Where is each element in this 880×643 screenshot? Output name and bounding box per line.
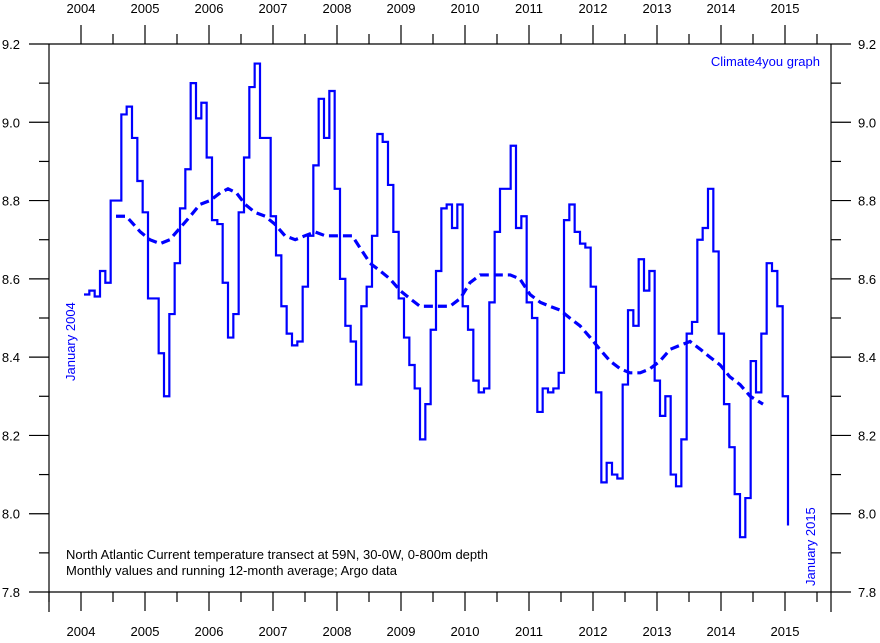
x-tick-label-top: 2012 <box>579 1 608 16</box>
y-tick-label-right: 8.8 <box>858 194 876 209</box>
series <box>84 62 790 539</box>
y-tick-label-left: 8.0 <box>2 507 20 522</box>
y-tick-label-left: 8.6 <box>2 272 20 287</box>
x-tick-label-bottom: 2013 <box>643 624 672 638</box>
y-tick-label-left: 8.2 <box>2 428 20 443</box>
chart-title: North Atlantic Current temperature trans… <box>66 547 488 562</box>
x-tick-label-bottom: 2006 <box>195 624 224 638</box>
x-tick-label-top: 2006 <box>195 1 224 16</box>
x-tick-label-bottom: 2005 <box>131 624 160 638</box>
x-tick-label-top: 2011 <box>515 1 543 16</box>
x-tick-label-top: 2014 <box>707 1 736 16</box>
x-tick-label-bottom: 2010 <box>451 624 480 638</box>
monthly-values-line <box>84 62 790 539</box>
y-tick-label-left: 9.0 <box>2 115 20 130</box>
running-average-line <box>116 187 764 406</box>
x-tick-label-bottom: 2012 <box>579 624 608 638</box>
y-tick-label-right: 9.2 <box>858 37 876 52</box>
x-tick-label-bottom: 2014 <box>707 624 736 638</box>
watermark: Climate4you graph <box>711 54 820 69</box>
x-tick-label-bottom: 2011 <box>515 624 543 638</box>
x-tick-label-top: 2009 <box>387 1 416 16</box>
y-tick-label-right: 7.8 <box>858 585 876 600</box>
x-tick-label-bottom: 2015 <box>771 624 800 638</box>
x-tick-label-top: 2005 <box>131 1 160 16</box>
y-tick-label-right: 9.0 <box>858 115 876 130</box>
x-tick-label-bottom: 2004 <box>67 624 96 638</box>
x-tick-label-top: 2008 <box>323 1 352 16</box>
y-tick-label-right: 8.6 <box>858 272 876 287</box>
annotation-start: January 2004 <box>63 302 78 381</box>
x-tick-label-top: 2004 <box>67 1 96 16</box>
axes <box>29 25 851 612</box>
x-tick-label-top: 2013 <box>643 1 672 16</box>
y-tick-label-left: 8.8 <box>2 194 20 209</box>
x-tick-label-top: 2007 <box>259 1 288 16</box>
x-tick-label-top: 2010 <box>451 1 480 16</box>
x-tick-label-bottom: 2009 <box>387 624 416 638</box>
y-tick-label-right: 8.2 <box>858 428 876 443</box>
x-tick-label-top: 2015 <box>771 1 800 16</box>
x-tick-label-bottom: 2008 <box>323 624 352 638</box>
y-tick-label-right: 8.0 <box>858 507 876 522</box>
y-tick-label-left: 8.4 <box>2 350 20 365</box>
annotation-end: January 2015 <box>803 507 818 586</box>
x-tick-label-bottom: 2007 <box>259 624 288 638</box>
y-tick-label-right: 8.4 <box>858 350 876 365</box>
y-tick-label-left: 7.8 <box>2 585 20 600</box>
y-tick-label-left: 9.2 <box>2 37 20 52</box>
chart-subtitle: Monthly values and running 12-month aver… <box>66 563 398 578</box>
